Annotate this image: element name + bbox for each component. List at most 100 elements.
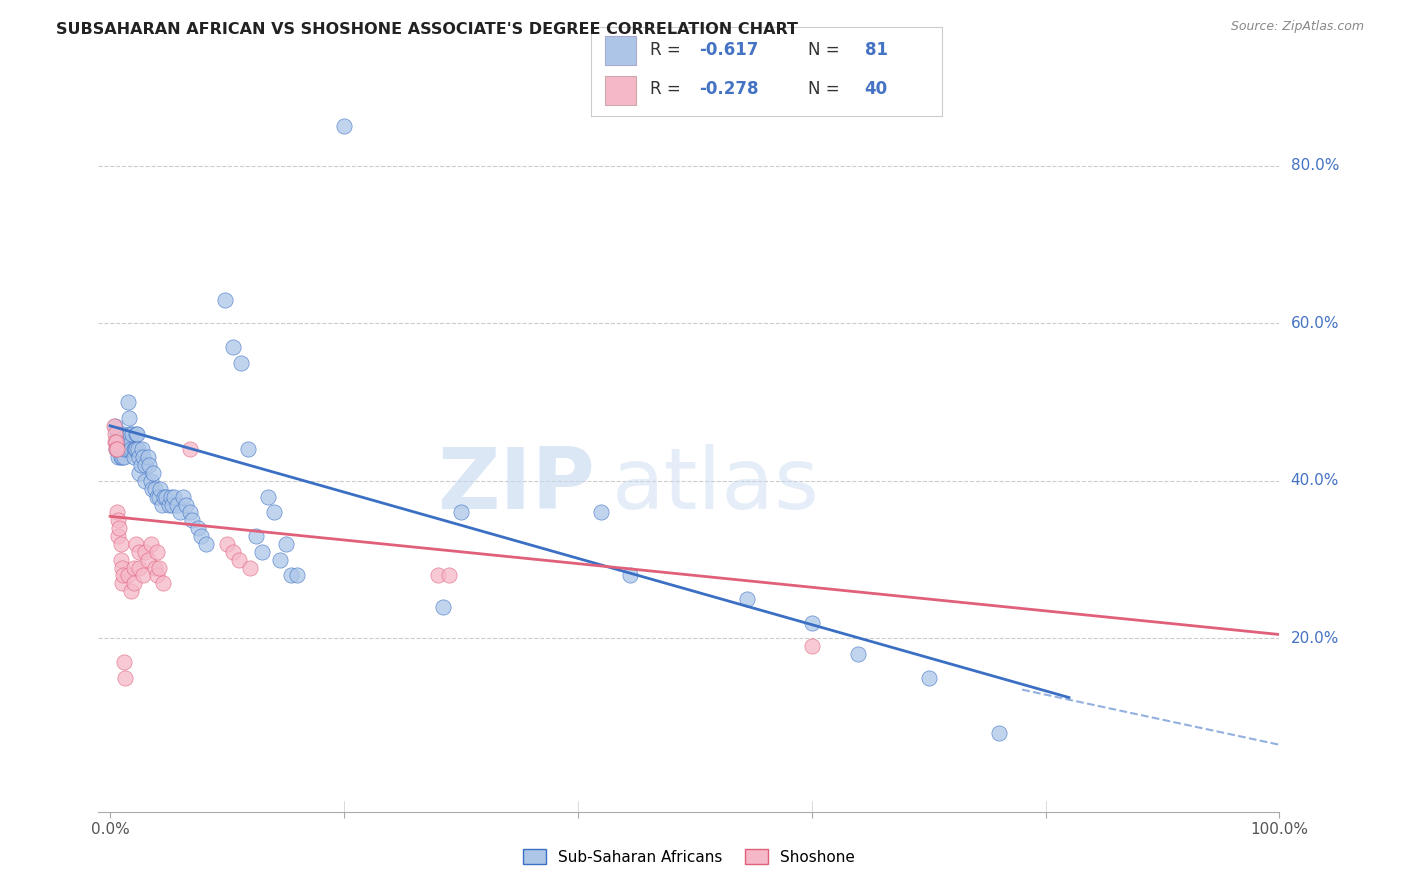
Point [105, 426, 128, 441]
Point [117, 568, 139, 582]
Point [107, 529, 129, 543]
Point [274, 537, 297, 551]
FancyBboxPatch shape [605, 76, 636, 105]
Point [104, 426, 127, 441]
Point [114, 671, 136, 685]
Point [134, 474, 156, 488]
Point [118, 411, 141, 425]
Point [124, 442, 146, 457]
Point [128, 545, 150, 559]
Point [125, 426, 148, 441]
Point [160, 490, 183, 504]
Point [103, 418, 125, 433]
Point [229, 356, 252, 370]
Point [111, 450, 134, 465]
Point [215, 537, 238, 551]
Point [917, 671, 939, 685]
Point [152, 576, 174, 591]
Point [166, 498, 188, 512]
Point [143, 560, 166, 574]
Point [591, 505, 613, 519]
Point [110, 450, 132, 465]
Point [122, 560, 145, 574]
Point [122, 442, 145, 457]
Text: N =: N = [808, 79, 845, 98]
Point [104, 442, 127, 457]
Point [111, 576, 134, 591]
Point [134, 545, 156, 559]
Point [120, 442, 142, 457]
Point [142, 466, 165, 480]
Point [169, 505, 191, 519]
Point [112, 450, 135, 465]
Point [104, 442, 127, 457]
Point [263, 505, 285, 519]
Point [118, 426, 141, 441]
Point [134, 458, 156, 472]
Point [107, 434, 129, 449]
Point [250, 545, 273, 559]
Point [148, 490, 170, 504]
Text: ZIP: ZIP [437, 444, 595, 527]
Point [163, 490, 186, 504]
Point [619, 568, 641, 582]
Point [120, 434, 142, 449]
Point [150, 498, 173, 512]
FancyBboxPatch shape [605, 36, 636, 65]
Point [228, 552, 250, 566]
Text: R =: R = [650, 40, 686, 59]
Point [157, 498, 180, 512]
Point [111, 442, 134, 457]
Point [128, 466, 150, 480]
Point [174, 498, 197, 512]
Point [117, 395, 139, 409]
Point [107, 513, 129, 527]
Point [285, 568, 308, 582]
Point [432, 599, 454, 614]
Point [800, 640, 823, 654]
Text: 80.0%: 80.0% [1291, 159, 1339, 173]
Point [143, 482, 166, 496]
Point [155, 490, 177, 504]
Point [120, 584, 142, 599]
Point [121, 426, 143, 441]
Point [187, 521, 209, 535]
Point [125, 537, 148, 551]
Point [236, 442, 259, 457]
Point [179, 505, 201, 519]
Point [122, 450, 145, 465]
Point [114, 442, 136, 457]
Point [136, 552, 159, 566]
Text: R =: R = [650, 79, 686, 98]
Point [132, 450, 155, 465]
Point [104, 434, 127, 449]
Point [179, 442, 201, 457]
Point [105, 505, 128, 519]
Point [333, 120, 356, 134]
Legend: Sub-Saharan Africans, Shoshone: Sub-Saharan Africans, Shoshone [516, 843, 862, 871]
Point [239, 560, 262, 574]
Point [107, 450, 129, 465]
Point [136, 450, 159, 465]
Point [141, 482, 163, 496]
Point [111, 568, 134, 582]
Point [269, 552, 291, 566]
Text: -0.617: -0.617 [699, 40, 759, 59]
Text: Source: ZipAtlas.com: Source: ZipAtlas.com [1230, 20, 1364, 33]
Point [131, 442, 153, 457]
Point [172, 490, 194, 504]
Point [138, 458, 160, 472]
Point [112, 434, 135, 449]
Point [125, 426, 148, 441]
Point [160, 498, 183, 512]
Point [117, 442, 139, 457]
Text: 20.0%: 20.0% [1291, 631, 1339, 646]
Point [111, 426, 134, 441]
Point [110, 552, 132, 566]
Point [128, 560, 150, 574]
Point [153, 490, 176, 504]
Point [222, 340, 245, 354]
Point [148, 560, 170, 574]
Point [257, 490, 280, 504]
Point [112, 655, 135, 669]
